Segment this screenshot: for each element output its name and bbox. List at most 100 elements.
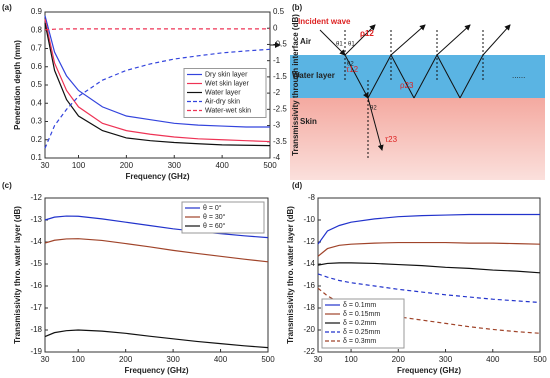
y-axis-label: Transmissivity thro. water layer (dB) [286,206,295,344]
angle: θ2 [370,106,377,112]
ellipsis: ...... [512,71,525,80]
panel-label: (c) [2,181,12,190]
x-tick-label: 30 [314,355,323,364]
y-tick-label: 0.3 [31,117,43,126]
x-tick-label: 500 [263,161,277,170]
x-axis-label: Frequency (GHz) [125,172,189,181]
y-tick-label: -18 [30,325,42,334]
x-tick-label: 400 [215,161,229,170]
x-tick-label: 100 [72,161,86,170]
y2-tick-label: -3 [273,121,281,130]
y-tick-label: -16 [303,281,315,290]
angle: θ1 [348,42,355,48]
y-tick-label: 0.4 [31,98,43,107]
y2-tick-label: 0.5 [273,7,285,16]
legend-label: Water layer [205,89,241,96]
series-line [44,22,271,147]
x-tick-label: 300 [166,355,180,364]
legend-label: δ = 0.25mm [343,329,380,336]
incident-label: Incident wave [298,17,351,26]
layer-label: Water layer [292,71,335,80]
legend-label: Dry skin layer [205,71,248,78]
series-line [317,273,541,304]
legend-label: θ = 30° [203,213,226,221]
legend-label: θ = 60° [203,222,226,230]
x-tick-label: 100 [344,355,358,364]
diagram: (b) Incident wave Air Water layer Skin ρ… [290,3,545,180]
y-tick-label: 0.9 [31,7,43,16]
y2-tick-label: -0.5 [273,40,287,49]
x-tick-label: 500 [261,355,275,364]
x-tick-label: 200 [119,355,133,364]
angle: θ2 [347,62,354,68]
x-tick-label: 300 [168,161,182,170]
x-tick-label: 400 [214,355,228,364]
y2-tick-label: -4 [273,153,281,162]
x-tick-label: 300 [439,355,453,364]
x-tick-label: 30 [41,355,50,364]
y-tick-label: -17 [30,303,42,312]
legend-label: δ = 0.2mm [343,320,376,327]
y-tick-label: -20 [303,325,315,334]
series-line [44,238,269,263]
y-tick-label: -12 [303,237,315,246]
y-tick-label: -13 [30,215,42,224]
y-tick-label: -10 [303,215,315,224]
coefficient: τ12 [346,65,359,74]
x-tick-label: 400 [486,355,500,364]
y-tick-label: 0.5 [31,80,43,89]
series-line [44,48,271,149]
y-tick-label: -19 [30,347,42,356]
x-axis-label: Frequency (GHz) [124,366,188,375]
panel-label: (d) [292,181,303,190]
panel-label: (a) [2,3,12,12]
y-tick-label: 0.1 [31,153,43,162]
y-tick-label: -18 [303,303,315,312]
coefficient: ρ23 [400,81,414,90]
x-axis-label: Frequency (GHz) [397,366,461,375]
skin-layer [290,98,545,180]
y-tick-label: 0.2 [31,135,43,144]
angle: θ1 [336,42,343,48]
x-tick-label: 100 [72,355,86,364]
legend-label: δ = 0.15mm [343,311,380,318]
x-tick-label: 30 [41,161,50,170]
series-line [44,15,270,128]
y2-tick-label: -2.5 [273,104,287,113]
legend-label: θ = 0° [203,204,222,212]
layer-label: Air [300,37,311,46]
y2-tick-label: -3.5 [273,137,287,146]
layer-label: Skin [300,117,317,126]
panel-label: (b) [292,3,303,12]
y-tick-label: -8 [308,193,316,202]
y2-tick-label: -1.5 [273,72,287,81]
legend-label: δ = 0.3mm [343,338,376,345]
y-tick-label: -16 [30,281,42,290]
series-line [44,329,269,349]
y-tick-label: -12 [30,193,42,202]
y-tick-label: 0.6 [31,62,43,71]
legend-label: Air-dry skin [205,98,240,105]
series-line [317,213,540,245]
x-tick-label: 500 [533,355,547,364]
y2-tick-label: 0 [273,23,278,32]
y-tick-label: 0.7 [31,44,43,53]
legend-label: Water-wet skin [205,107,251,114]
y-axis-label: Transmissivity thro. water layer (dB) [13,206,22,344]
y-tick-label: 0.8 [31,25,43,34]
y-tick-label: -22 [303,347,315,356]
rays [319,24,511,160]
coefficient: τ23 [385,135,398,144]
series-line [44,215,269,239]
y2-tick-label: -2 [273,88,281,97]
y-tick-label: -14 [30,237,42,246]
y2-axis-label: Transmissivity through interface (dB) [291,14,300,156]
y-axis-label: Penetration depth (mm) [13,40,22,130]
coefficient: ρ12 [360,29,374,38]
y2-tick-label: -1 [273,56,281,65]
series-line [317,262,541,274]
x-tick-label: 200 [120,161,134,170]
y-tick-label: -14 [303,259,315,268]
y-tick-label: -15 [30,259,42,268]
